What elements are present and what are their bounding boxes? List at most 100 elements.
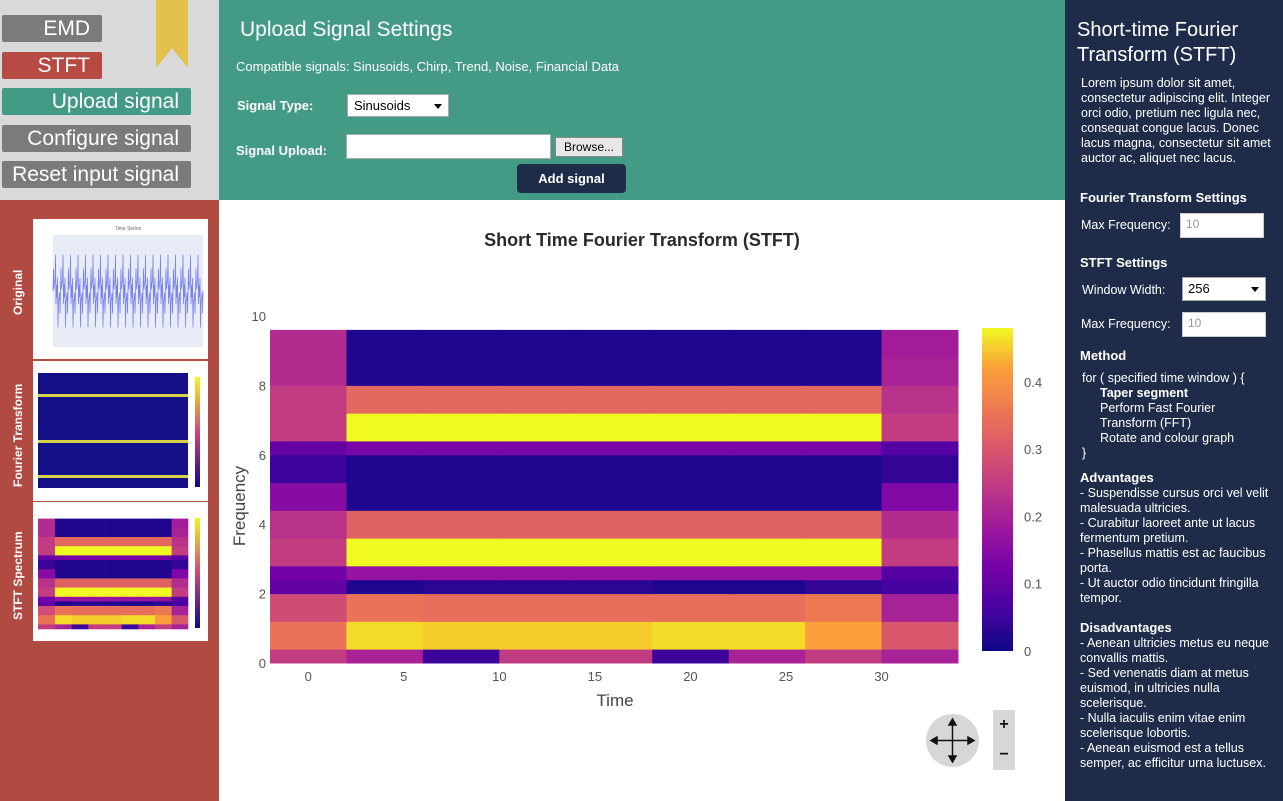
colorbar-tick-label: 0.1 [1024, 577, 1042, 592]
thumb-heatmap-cell [138, 527, 155, 538]
heatmap-cell [422, 649, 500, 664]
heatmap-cell [881, 329, 959, 359]
heatmap-cell [728, 593, 806, 622]
ft-max-frequency-input[interactable]: 10 [1180, 213, 1264, 238]
signal-type-label: Signal Type: [237, 98, 314, 113]
thumb-heatmap-cell [104, 518, 122, 529]
heatmap-cell [652, 482, 730, 511]
window-width-select[interactable]: 256 [1182, 277, 1266, 301]
thumb-heatmap-cell [171, 615, 189, 625]
thumb-heatmap-cell [54, 596, 72, 602]
heatmap-cell [346, 621, 424, 650]
emd-button[interactable]: EMD [2, 15, 102, 42]
thumb-heatmap-cell [138, 537, 155, 547]
colorbar [982, 328, 1013, 651]
thumb-heatmap-cell [38, 546, 55, 556]
method-line-4: Rotate and colour graph [1100, 431, 1235, 445]
thumb-heatmap-cell [88, 569, 105, 579]
zoom-in-button[interactable]: + [999, 716, 1009, 733]
thumb-heatmap-cell [71, 606, 89, 616]
signal-type-value: Sinusoids [354, 98, 411, 113]
heatmap-cell [499, 454, 577, 484]
thumb-heatmap-cell [154, 596, 172, 602]
colorbar-tick-label: 0.3 [1024, 442, 1042, 457]
y-tick-label: 6 [259, 448, 266, 463]
thumb-heatmap-cell [38, 596, 55, 602]
heatmap-cell [499, 440, 577, 456]
thumb-heatmap-cell [121, 527, 139, 538]
thumb-heatmap-cell [138, 560, 155, 570]
heatmap-cell [422, 440, 500, 456]
y-tick-label: 0 [259, 656, 266, 671]
heatmap-cell [881, 385, 959, 414]
signal-type-select[interactable]: Sinusoids [347, 94, 449, 117]
reset-input-signal-button[interactable]: Reset input signal [2, 161, 191, 188]
signal-upload-field[interactable] [346, 134, 551, 159]
pan-control[interactable] [926, 714, 979, 767]
heatmap-cell [652, 385, 730, 414]
heatmap-cell [652, 621, 730, 650]
stft-settings-heading: STFT Settings [1080, 255, 1168, 270]
thumb-heatmap-cell [154, 578, 172, 588]
browse-button[interactable]: Browse... [555, 137, 623, 157]
heatmap-cell [652, 579, 730, 595]
thumb-heatmap-cell [54, 560, 72, 570]
thumb-heatmap-cell [138, 518, 155, 529]
heatmap-cell [346, 454, 424, 484]
thumb-heatmap-cell [104, 537, 122, 547]
window-width-value: 256 [1188, 281, 1210, 296]
heatmap-cell [346, 565, 424, 581]
thumb-heatmap-cell [38, 624, 55, 630]
thumb-heatmap-cell [138, 624, 155, 630]
heatmap-cell [270, 538, 347, 567]
thumb-heatmap-cell [54, 587, 72, 598]
disadvantage-3: - Nulla iaculis enim vitae enim sceleris… [1080, 711, 1246, 740]
thumb-heatmap-cell [38, 569, 55, 579]
stft-max-frequency-input[interactable]: 10 [1182, 312, 1266, 337]
upload-signal-button[interactable]: Upload signal [2, 88, 191, 115]
heatmap-cell [270, 482, 347, 511]
heatmap-cell [422, 357, 500, 386]
thumb-heatmap-cell [71, 546, 89, 556]
advantages-heading: Advantages [1080, 470, 1154, 485]
thumb-heatmap-cell [54, 606, 72, 616]
thumb-heatmap-cell [88, 537, 105, 547]
thumb-heatmap-cell [104, 546, 122, 556]
thumb-heatmap-cell [104, 569, 122, 579]
thumb-heatmap-cell [121, 606, 139, 616]
thumb-stft[interactable] [33, 502, 208, 641]
thumb-heatmap-cell [171, 601, 189, 607]
thumb-original[interactable]: Time Series [33, 219, 208, 359]
thumb-heatmap-cell [38, 615, 55, 625]
heatmap-cell [575, 454, 653, 484]
thumb-heatmap-cell [154, 587, 172, 598]
heatmap-cell [270, 329, 347, 359]
thumbnail-panel: Original Time Series Fourier Transform [0, 200, 219, 801]
method-line-1: for ( specified time window ) { [1082, 371, 1245, 385]
thumb-heatmap-cell [171, 587, 189, 598]
heatmap-cell [728, 329, 806, 359]
thumb-heatmap-cell [138, 606, 155, 616]
zoom-out-button[interactable]: − [999, 746, 1009, 763]
add-signal-button[interactable]: Add signal [517, 164, 626, 193]
thumb-heatmap-cell [54, 555, 72, 561]
thumb-heatmap-cell [171, 606, 189, 616]
heatmap-cell [499, 482, 577, 511]
compatible-signals-text: Compatible signals: Sinusoids, Chirp, Tr… [236, 59, 619, 74]
thumb-fourier[interactable] [33, 361, 208, 501]
heatmap-cell [270, 440, 347, 456]
thumb-heatmap-cell [104, 527, 122, 538]
thumb-heatmap-cell [88, 527, 105, 538]
thumb-heatmap-cell [171, 596, 189, 602]
stft-button[interactable]: STFT [2, 52, 102, 79]
thumb-heatmap-cell [154, 624, 172, 630]
configure-signal-button[interactable]: Configure signal [2, 125, 191, 152]
thumb-heatmap-cell [54, 624, 72, 630]
thumb-heatmap-cell [104, 560, 122, 570]
thumb-heatmap-cell [88, 560, 105, 570]
thumb-heatmap-cell [54, 601, 72, 607]
heatmap-cell [422, 538, 500, 567]
heatmap-cell [881, 565, 959, 581]
